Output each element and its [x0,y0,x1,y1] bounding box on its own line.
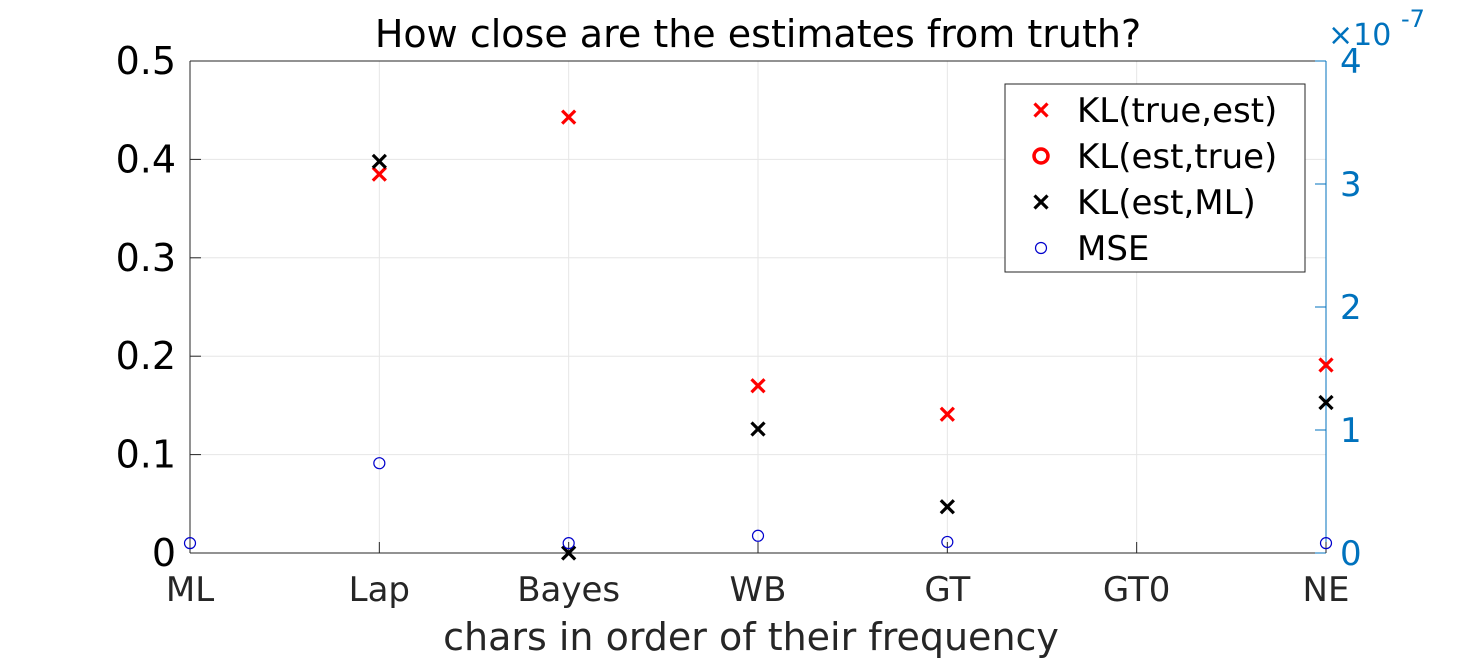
x-tick-label: Bayes [517,570,620,610]
y-left-tick-label: 0.3 [116,236,176,280]
y-right-tick-label: 3 [1340,165,1362,205]
data-point-kl-est-ml-bayes [561,545,577,561]
data-point-kl-true-est-wb [750,378,766,394]
tick-labels: 0 0.1 0.2 0.3 0.4 0.5 0 1 2 3 4 ML Lap Bayes WB GT GT0 NE [116,39,1362,610]
data-point-mse-ml [183,537,197,550]
data-point-mse-wb [751,529,765,542]
y-left-tick-label: 0.1 [116,433,176,477]
x-tick-label: ML [166,570,214,610]
data-point-kl-true-est-gt [939,406,955,422]
y-right-tick-label: 2 [1340,288,1362,328]
chart-title: How close are the estimates from truth? [375,12,1141,56]
legend-box [1004,83,1306,273]
legend-marker-4 [1034,241,1048,255]
x-tick-label: WB [730,570,787,610]
right-axis-exponent: ×10 -7 [1328,5,1425,53]
legend-label: KL(true,est) [1077,91,1277,131]
y-left-tick-label: 0.5 [116,39,176,83]
x-tick-label: GT0 [1103,570,1171,610]
data-point-mse-bayes [562,537,575,550]
y-right-tick-label: 1 [1340,411,1362,451]
y-right-tick-label: 4 [1340,42,1362,82]
legend-label: KL(est,ML) [1077,183,1256,223]
data-point-kl-est-ml-ne [1318,394,1334,411]
legend-label: KL(est,true) [1077,137,1277,177]
legend-label: MSE [1077,229,1149,269]
data-point-mse-ne [1319,537,1333,550]
x-axis-label: chars in order of their frequency [443,615,1059,659]
x-tick-label: GT [924,570,970,610]
y-left-tick-label: 0.2 [116,334,176,378]
legend: KL(true,est) KL(est,true) KL(est,ML) MSE [1004,83,1306,273]
x-tick-label: NE [1303,570,1350,610]
legend-marker-2 [1032,147,1050,165]
legend-marker-3 [1033,194,1049,210]
data-marks [183,109,1334,561]
y-left-tick-label: 0.4 [116,137,176,181]
data-point-mse-gt [941,535,954,549]
y-right-tick-label: 0 [1340,534,1362,574]
data-point-kl-true-est-bayes [561,109,577,125]
data-point-kl-true-est-lap [371,166,387,182]
data-point-kl-est-ml-gt [939,499,955,515]
data-point-kl-est-ml-wb [750,421,766,437]
axes [189,60,1327,554]
x-tick-label: Lap [349,570,410,610]
legend-marker-1 [1033,102,1049,118]
data-point-kl-est-ml-lap [371,153,387,169]
exponent-base: ×10 [1328,18,1391,53]
y-left-tick-label: 0 [152,531,176,575]
data-point-mse-lap [373,457,386,470]
exponent-power: -7 [1401,5,1425,33]
data-point-kl-true-est-ne [1318,357,1334,373]
